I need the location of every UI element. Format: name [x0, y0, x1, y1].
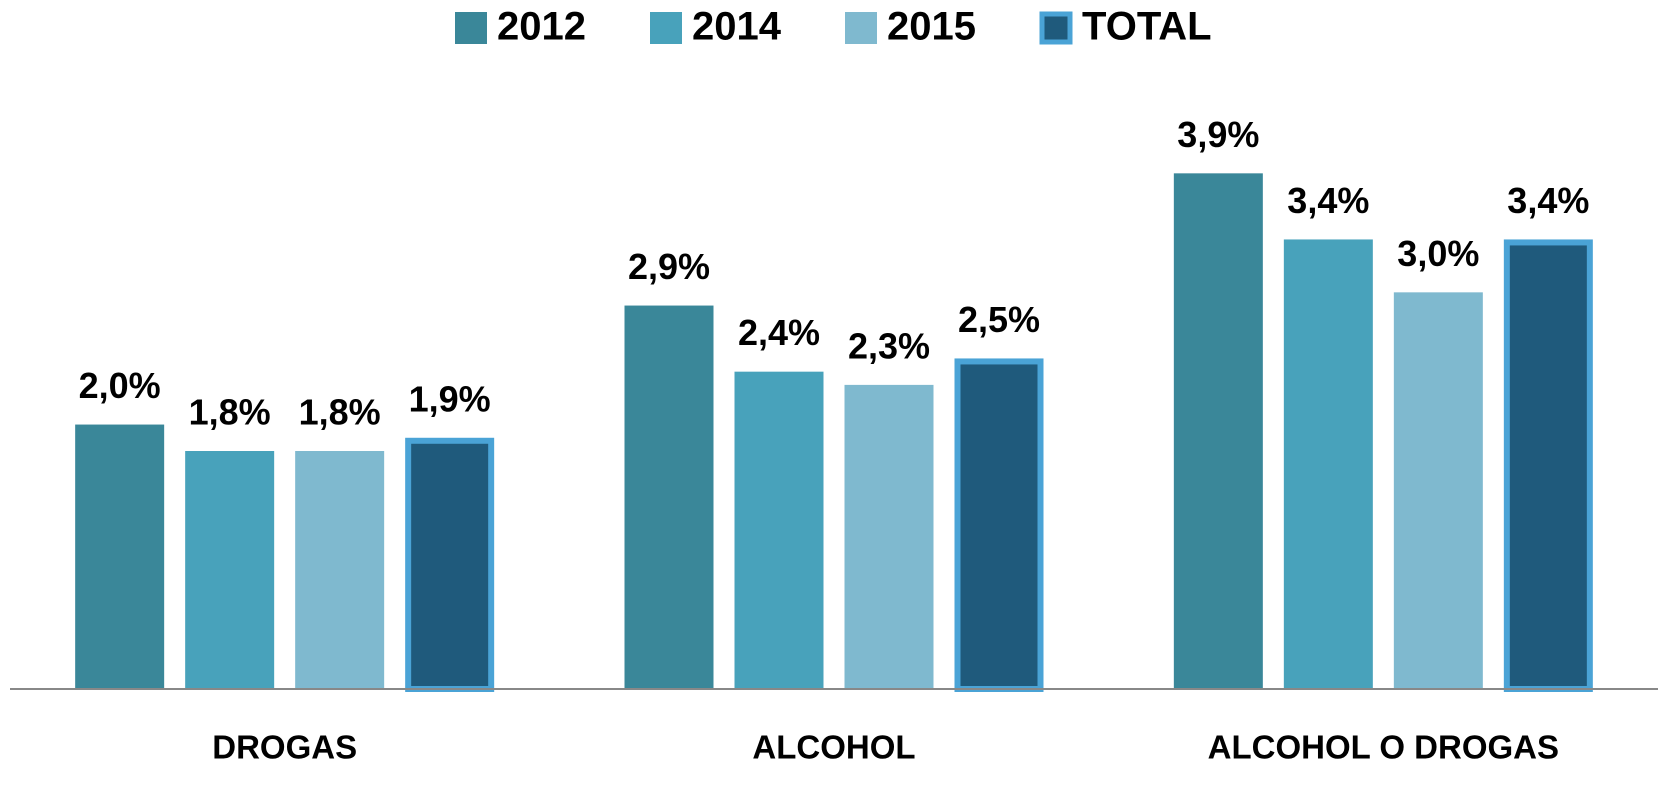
data-label: 3,0% [1397, 233, 1479, 274]
bar [1503, 239, 1593, 692]
legend-label: 2012 [497, 5, 586, 49]
legend-swatch [1039, 11, 1073, 45]
x-tick-label: ALCOHOL [752, 729, 915, 766]
data-label: 2,0% [79, 365, 161, 406]
legend-label: 2014 [692, 5, 782, 49]
data-label: 1,9% [409, 378, 491, 419]
bar [1393, 292, 1483, 689]
legend-swatch [845, 12, 877, 44]
bar [75, 424, 165, 689]
legend-label: 2015 [887, 5, 976, 49]
bar [734, 371, 824, 689]
bar [295, 451, 385, 689]
data-label: 3,4% [1287, 180, 1369, 221]
legend-swatch [455, 12, 487, 44]
legend-label: TOTAL [1082, 5, 1212, 49]
bar [185, 451, 275, 689]
data-label: 2,9% [628, 246, 710, 287]
data-label: 1,8% [299, 392, 381, 433]
data-label: 2,5% [958, 299, 1040, 340]
data-label: 2,4% [738, 312, 820, 353]
bar [1173, 173, 1263, 690]
data-label: 1,8% [189, 392, 271, 433]
bar [624, 305, 714, 689]
legend-swatch [650, 12, 682, 44]
data-label: 2,3% [848, 325, 930, 366]
bar [954, 358, 1044, 692]
x-tick-label: DROGAS [212, 729, 357, 766]
bar [844, 384, 934, 689]
data-label: 3,4% [1507, 180, 1589, 221]
x-tick-label: ALCOHOL O DROGAS [1208, 729, 1559, 766]
bar [405, 437, 495, 692]
data-label: 3,9% [1177, 114, 1259, 155]
bar [1283, 239, 1373, 689]
